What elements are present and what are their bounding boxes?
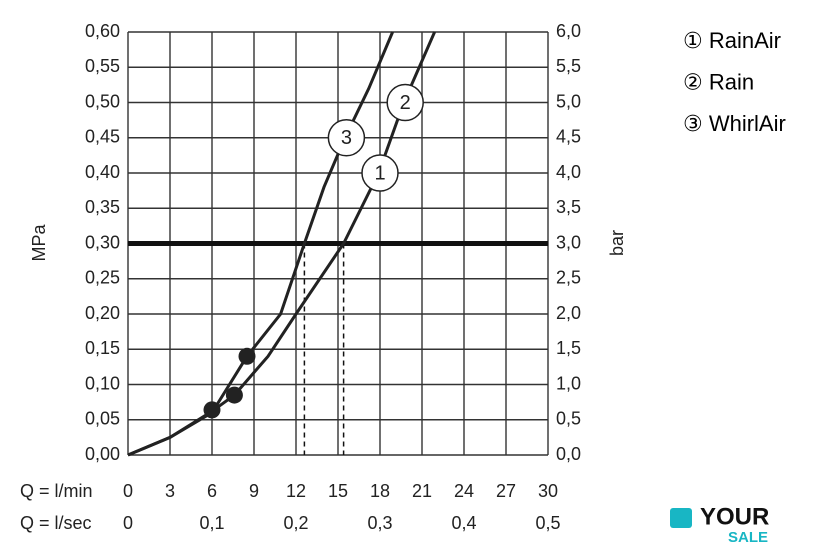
x2-tick-label: 0,1 [199, 513, 224, 533]
y-tick-label: 0,55 [85, 56, 120, 76]
x-tick-label: 9 [249, 481, 259, 501]
point [238, 347, 256, 365]
x-tick-label: 21 [412, 481, 432, 501]
logo-text: YOUR [700, 503, 769, 530]
x2-tick-label: 0 [123, 513, 133, 533]
y2-tick-label: 0,5 [556, 409, 581, 429]
logo-subtext: SALE [728, 529, 768, 546]
y2-tick-label: 3,5 [556, 197, 581, 217]
x-tick-label: 27 [496, 481, 516, 501]
x-tick-label: 3 [165, 481, 175, 501]
logo-icon [670, 508, 692, 528]
y-tick-label: 0,40 [85, 162, 120, 182]
legend-entry: ③ WhirlAir [683, 111, 786, 136]
y2-tick-label: 4,5 [556, 127, 581, 147]
point [203, 401, 221, 419]
y-tick-label: 0,35 [85, 197, 120, 217]
x-tick-label: 0 [123, 481, 133, 501]
x2-tick-label: 0,3 [367, 513, 392, 533]
curve [127, 31, 436, 457]
y-tick-label: 0,45 [85, 127, 120, 147]
x-tick-label: 24 [454, 481, 474, 501]
x-axis-label: Q = l/min [20, 481, 93, 501]
curve-label: 1 [374, 162, 385, 184]
y2-tick-label: 6,0 [556, 21, 581, 41]
y-tick-label: 0,15 [85, 338, 120, 358]
y-tick-label: 0,60 [85, 21, 120, 41]
y2-tick-label: 1,5 [556, 338, 581, 358]
legend-entry: ① RainAir [683, 28, 781, 53]
y2-tick-label: 2,5 [556, 268, 581, 288]
logo: YOUR SALE [670, 503, 769, 546]
x-tick-label: 6 [207, 481, 217, 501]
x2-tick-label: 0,4 [451, 513, 476, 533]
curve-label-circle [386, 83, 424, 122]
y2-axis-label: bar [607, 230, 627, 256]
curve-label-circle [361, 154, 399, 192]
curve-label: 2 [400, 92, 411, 114]
x2-tick-label: 0,2 [283, 513, 308, 533]
y-tick-label: 0,20 [85, 303, 120, 323]
y2-tick-label: 4,0 [556, 162, 581, 182]
y2-tick-label: 2,0 [556, 303, 581, 323]
y-tick-label: 0,30 [85, 232, 120, 252]
y2-tick-label: 5,0 [556, 91, 581, 111]
y2-tick-label: 5,5 [556, 56, 581, 76]
y-tick-label: 0,00 [85, 444, 120, 464]
legend-entry: ② Rain [683, 69, 754, 94]
y-tick-label: 0,05 [85, 409, 120, 429]
point [225, 386, 243, 404]
x-tick-label: 12 [286, 481, 306, 501]
x-tick-label: 30 [538, 481, 558, 501]
y2-tick-label: 1,0 [556, 373, 581, 393]
y2-tick-label: 3,0 [556, 232, 581, 252]
y-tick-label: 0,50 [85, 91, 120, 111]
x-tick-label: 15 [328, 481, 348, 501]
x-tick-label: 18 [370, 481, 390, 501]
curve-label: 3 [341, 127, 352, 149]
y-axis-label: MPa [29, 224, 49, 262]
x2-axis-label: Q = l/sec [20, 513, 92, 533]
x2-tick-label: 0,5 [535, 513, 560, 533]
y-tick-label: 0,25 [85, 268, 120, 288]
y2-tick-label: 0,0 [556, 444, 581, 464]
curve-label-circle [327, 119, 366, 157]
y-tick-label: 0,10 [85, 373, 120, 393]
